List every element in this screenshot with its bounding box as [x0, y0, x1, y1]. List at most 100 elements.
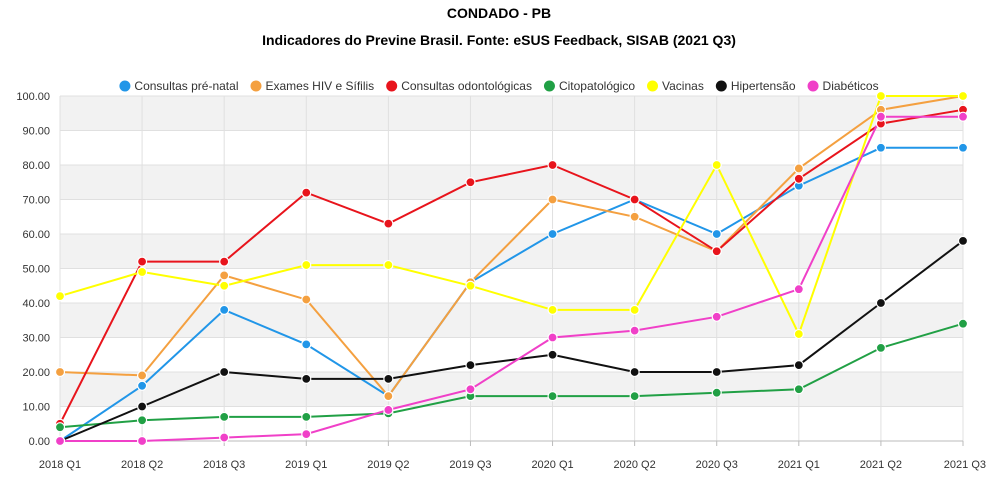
x-tick-label: 2021 Q3	[944, 459, 986, 471]
legend-marker	[647, 80, 659, 92]
series-line-consultas-odontologicas	[59, 108, 964, 425]
data-point-hipertensao	[629, 366, 640, 378]
data-point-citopatologico	[629, 391, 640, 402]
chart-title: CONDADO - PB	[446, 5, 552, 21]
data-point-diabeticos	[465, 384, 476, 395]
data-point-vacinas	[219, 280, 230, 291]
grid-band	[60, 165, 963, 200]
data-point-consultas-pre-natal	[301, 339, 312, 350]
data-point-vacinas	[54, 291, 66, 302]
data-point-diabeticos	[54, 435, 66, 447]
legend-item: Citopatológico	[543, 79, 635, 93]
data-point-hipertensao	[793, 360, 804, 371]
x-tick-label: 2020 Q1	[531, 459, 573, 471]
data-point-diabeticos	[136, 435, 148, 447]
data-point-diabeticos	[793, 284, 804, 295]
y-tick-label: 40.00	[22, 298, 50, 310]
data-point-hipertensao	[219, 366, 230, 378]
data-point-hipertensao	[383, 373, 394, 384]
x-tick-label: 2021 Q1	[778, 459, 820, 471]
data-point-exames-hiv-e-sifilis	[301, 294, 312, 305]
legend: Consultas pré-natal Exames HIV e Sífilis C…	[119, 79, 879, 93]
data-point-consultas-pre-natal	[711, 228, 722, 240]
legend-label: Consultas pré-natal	[134, 79, 238, 93]
legend-marker	[386, 80, 398, 92]
x-tick-label: 2018 Q3	[203, 459, 245, 471]
legend-marker	[543, 80, 555, 92]
data-point-consultas-odontologicas	[219, 256, 230, 267]
data-point-consultas-odontologicas	[547, 159, 558, 171]
x-tick-label: 2021 Q2	[860, 459, 902, 471]
legend-label: Consultas odontológicas	[401, 79, 532, 93]
data-point-citopatologico	[54, 422, 66, 433]
data-point-vacinas	[136, 266, 148, 278]
plot-background	[60, 96, 963, 407]
data-point-exames-hiv-e-sifilis	[136, 370, 148, 381]
x-tick-label: 2020 Q3	[696, 459, 738, 471]
data-point-hipertensao	[547, 349, 558, 360]
grid-band	[60, 96, 963, 131]
data-point-diabeticos	[957, 111, 969, 122]
data-point-hipertensao	[711, 366, 722, 378]
series-lines	[59, 95, 964, 442]
x-tick-label: 2019 Q2	[367, 459, 409, 471]
data-point-citopatologico	[711, 387, 722, 398]
data-point-diabeticos	[383, 404, 394, 416]
data-point-consultas-odontologicas	[629, 194, 640, 205]
legend-item: Exames HIV e Sífilis	[250, 79, 374, 93]
x-tick-label: 2018 Q1	[39, 459, 81, 471]
legend-marker	[119, 80, 131, 92]
data-point-consultas-odontologicas	[793, 173, 804, 184]
legend-item: Vacinas	[647, 79, 704, 93]
data-point-consultas-pre-natal	[957, 142, 969, 153]
y-tick-label: 30.00	[22, 333, 50, 345]
series-points	[54, 90, 969, 447]
grid-band	[60, 372, 963, 407]
data-point-diabeticos	[301, 429, 312, 440]
data-point-citopatologico	[957, 318, 969, 329]
x-tick-label: 2020 Q2	[614, 459, 656, 471]
y-tick-label: 10.00	[22, 402, 50, 414]
data-point-citopatologico	[793, 384, 804, 395]
data-point-vacinas	[301, 259, 312, 271]
data-point-exames-hiv-e-sifilis	[793, 163, 804, 174]
data-point-vacinas	[793, 328, 804, 340]
data-point-citopatologico	[547, 391, 558, 402]
data-point-exames-hiv-e-sifilis	[54, 366, 66, 378]
data-point-exames-hiv-e-sifilis	[547, 194, 558, 205]
data-point-diabeticos	[875, 111, 887, 122]
x-tick-label: 2018 Q2	[121, 459, 163, 471]
legend-item: Diabéticos	[807, 79, 879, 93]
series-line-vacinas	[59, 95, 963, 337]
series-line-consultas-pre-natal	[59, 146, 963, 442]
y-axis-tick-labels: 0.00 10.00 20.00 30.00 40.00 50.00 60.00 70.00 8…	[16, 91, 50, 448]
data-point-exames-hiv-e-sifilis	[219, 270, 230, 281]
legend-label: Vacinas	[662, 79, 704, 93]
legend-marker	[807, 80, 819, 92]
series-line-citopatologico	[59, 322, 964, 429]
series-line-hipertensao	[59, 240, 964, 442]
data-point-hipertensao	[957, 235, 969, 246]
data-point-citopatologico	[136, 415, 148, 426]
data-point-vacinas	[875, 90, 887, 102]
series-line-exames-hiv-e-sifilis	[59, 95, 964, 398]
data-point-vacinas	[465, 280, 476, 291]
x-tick-label: 2019 Q3	[449, 459, 491, 471]
data-point-consultas-pre-natal	[547, 228, 558, 240]
chart-subtitle: Indicadores do Previne Brasil. Fonte: eS…	[262, 32, 736, 48]
data-point-consultas-pre-natal	[136, 380, 148, 391]
data-point-hipertensao	[875, 297, 887, 309]
legend-marker	[250, 80, 262, 92]
legend-item: Consultas odontológicas	[386, 79, 532, 93]
data-point-consultas-odontologicas	[465, 177, 476, 188]
data-point-consultas-odontologicas	[301, 187, 312, 198]
y-tick-label: 0.00	[29, 436, 50, 448]
legend-label: Diabéticos	[823, 79, 879, 93]
data-point-consultas-odontologicas	[383, 218, 394, 229]
legend-label: Exames HIV e Sífilis	[265, 79, 374, 93]
data-point-diabeticos	[629, 325, 640, 336]
legend-item: Consultas pré-natal	[119, 79, 238, 93]
data-point-citopatologico	[875, 342, 887, 353]
data-point-vacinas	[957, 90, 969, 102]
